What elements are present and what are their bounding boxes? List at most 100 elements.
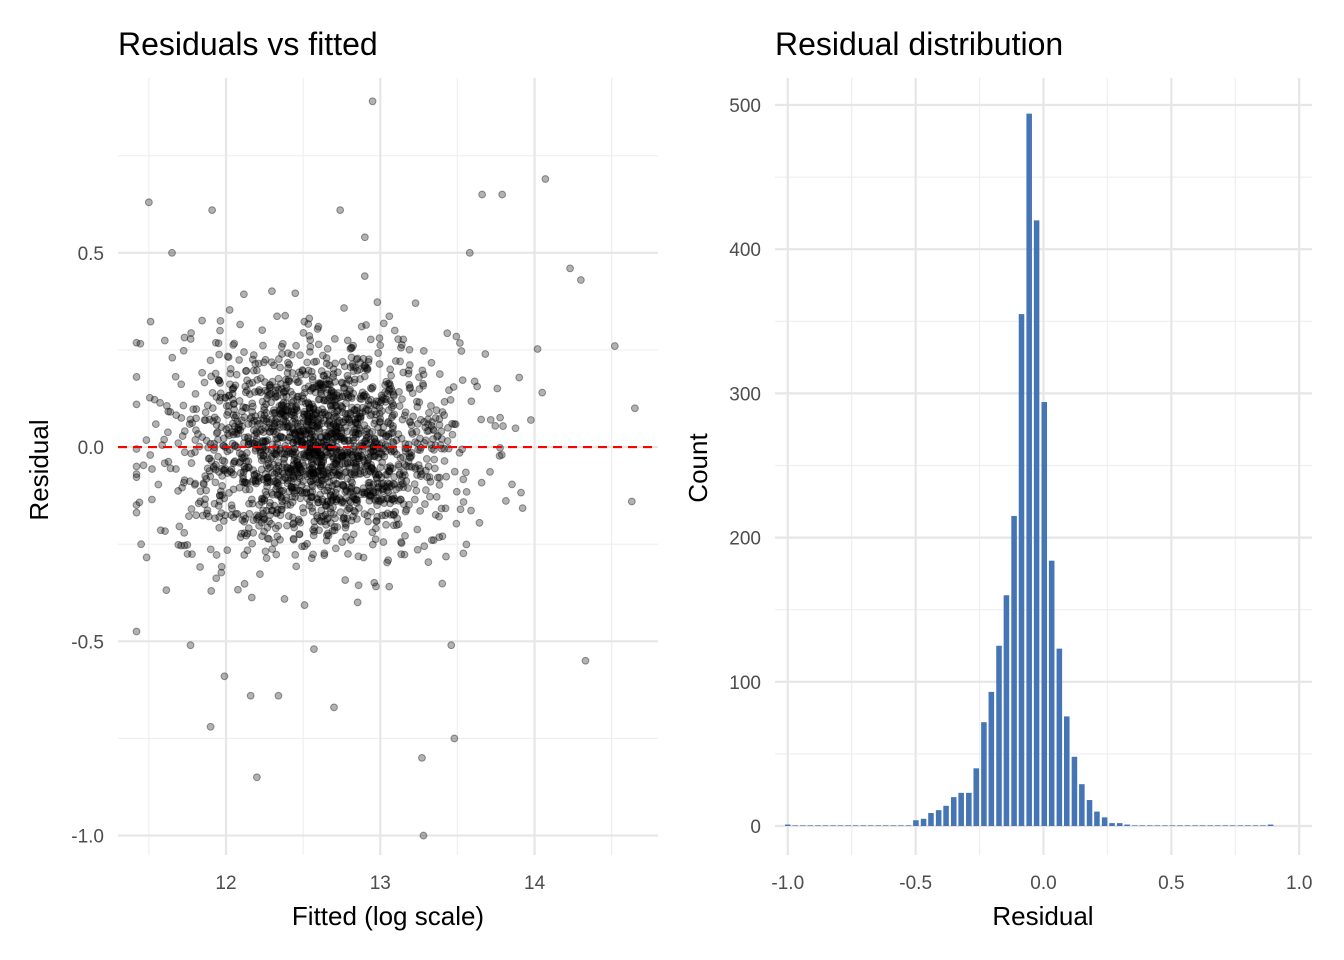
scatter-point [360,362,369,370]
scatter-point [192,405,201,413]
scatter-point [422,454,431,463]
scatter-point [481,350,490,358]
scatter-point [437,427,446,436]
scatter-point [303,410,312,419]
scatter-point [366,335,375,344]
scatter-point [381,470,390,479]
scatter-point [326,504,335,513]
scatter-point [262,474,271,483]
scatter-point [241,514,250,523]
scatter-point [255,521,263,530]
scatter-point [271,416,279,425]
scatter-point [217,568,226,577]
histogram-bar [988,691,995,826]
scatter-point [192,426,200,435]
scatter-point [300,426,309,435]
scatter-panel: -1.0-0.50.00.512 13 14 Residuals vs fitted… [24,26,658,931]
scatter-point [284,512,293,520]
scatter-point [267,519,275,528]
scatter-point [354,452,362,461]
scatter-point [268,377,277,386]
scatter-point [180,448,189,457]
scatter-point [426,477,435,486]
scatter-point [241,403,250,412]
scatter-point [252,437,260,446]
scatter-point [364,517,372,526]
scatter-point [324,412,333,420]
scatter-point [337,378,346,387]
scatter-point [411,463,419,471]
scatter-point [219,465,228,474]
scatter-point [307,480,316,489]
scatter-point [370,451,379,460]
scatter-point [272,451,281,459]
scatter-point [391,508,400,516]
scatter-point [177,380,186,389]
scatter-point [630,404,639,413]
scatter-point [433,431,442,440]
histogram-x-tick-label: 0.5 [1158,873,1184,894]
scatter-point [293,478,302,487]
scatter-point [538,388,547,397]
scatter-point [314,478,323,487]
scatter-point [385,379,394,388]
scatter-point [338,480,347,489]
scatter-point [316,480,324,489]
scatter-point [379,319,388,328]
scatter-point [240,579,249,588]
scatter-point [358,388,367,397]
scatter-point [322,468,331,477]
scatter-points [132,97,639,840]
scatter-point [224,353,233,362]
scatter-point [397,481,405,489]
scatter-point [230,458,239,466]
scatter-point [326,463,334,472]
scatter-point [325,393,334,402]
scatter-point [381,432,390,441]
scatter-point [433,473,442,482]
scatter-point [156,526,165,535]
scatter-point [224,423,233,432]
scatter-point [273,491,282,500]
scatter-point [283,521,291,530]
scatter-point [396,469,404,478]
scatter-point [250,416,258,425]
scatter-point [418,366,427,375]
scatter-point [279,417,288,426]
scatter-point [166,464,175,473]
scatter-point [304,452,313,461]
scatter-point [323,529,332,538]
scatter-point [230,339,239,348]
scatter-point [214,375,223,384]
scatter-point [366,483,375,492]
scatter-point [323,380,332,389]
scatter-point [397,550,406,559]
scatter-point [331,401,340,410]
scatter-point [413,471,421,479]
scatter-point [265,535,273,543]
scatter-point [316,463,325,472]
scatter-point [270,449,279,458]
scatter-point [242,404,251,412]
scatter-point [175,522,184,531]
scatter-point [212,393,221,401]
scatter-point [185,512,193,521]
scatter-point [376,398,385,407]
scatter-point [328,462,337,471]
scatter-point [252,434,261,443]
scatter-point [313,451,322,460]
scatter-point [292,463,301,471]
scatter-point [361,463,369,471]
histogram-x-tick-label: -0.5 [899,873,932,894]
scatter-point [298,427,307,436]
scatter-point [220,672,229,681]
scatter-point [273,434,282,443]
scatter-point [329,365,338,373]
scatter-point [362,434,371,443]
scatter-point [389,392,398,400]
scatter-point [289,534,298,543]
scatter-point [390,326,399,335]
scatter-point [322,447,331,456]
scatter-point [240,433,249,442]
scatter-point [397,434,406,443]
